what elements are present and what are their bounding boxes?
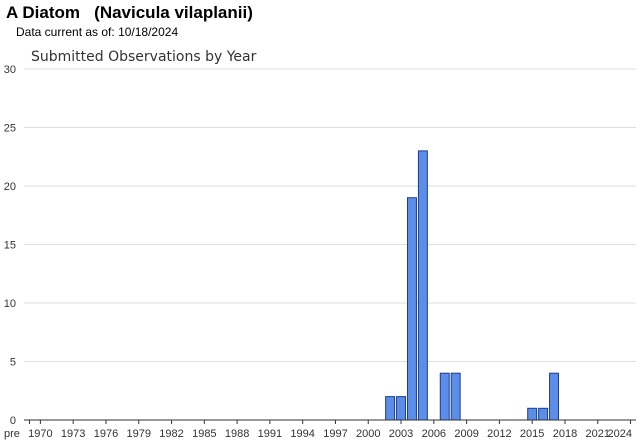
bar-2015 — [527, 407, 538, 421]
y-axis-ticks: 0 5 10 15 20 25 30 — [4, 64, 16, 427]
x-tick-label: 2015 — [520, 428, 544, 440]
data-current-date: 10/18/2024 — [118, 25, 179, 39]
y-tick-label: 25 — [4, 123, 16, 135]
x-tick-label: 1994 — [290, 428, 314, 440]
x-tick-label: 1988 — [225, 428, 249, 440]
bar-2003 — [396, 396, 407, 421]
x-tick-label: 2018 — [553, 428, 577, 440]
x-tick-label: 2006 — [422, 428, 446, 440]
x-tick-label: 1979 — [127, 428, 151, 440]
x-tick-label: 2003 — [389, 428, 413, 440]
bar-2017 — [549, 372, 560, 421]
x-tick-label: pre — [4, 428, 20, 440]
x-tick-label: 1991 — [258, 428, 282, 440]
bar-2002 — [385, 396, 396, 421]
bar-2016 — [538, 407, 549, 421]
x-tick-label: 2024 — [608, 428, 632, 440]
bars — [385, 150, 560, 421]
y-tick-label: 5 — [10, 357, 16, 369]
x-tick-label: 2009 — [454, 428, 478, 440]
x-tick-label: 1976 — [94, 428, 118, 440]
x-tick-label: 1970 — [28, 428, 52, 440]
y-tick-label: 30 — [4, 64, 16, 76]
x-tick-label: 1973 — [61, 428, 85, 440]
grid-lines — [24, 68, 636, 362]
bar-2007 — [439, 372, 450, 421]
x-tick-label: 1985 — [192, 428, 216, 440]
chart-title: Submitted Observations by Year — [31, 49, 257, 65]
x-axis-ticks: pre 1970 1973 1976 1979 1982 1985 1988 1991 1994 1… — [4, 420, 632, 440]
x-tick-label: 2012 — [487, 428, 511, 440]
bar-2004 — [406, 197, 417, 421]
bar-2008 — [450, 372, 461, 421]
data-current-label: Data current as of: — [16, 25, 115, 39]
y-tick-label: 15 — [4, 240, 16, 252]
data-current-line: Data current as of: 10/18/2024 — [16, 25, 178, 39]
x-tick-label: 2000 — [356, 428, 380, 440]
page-title: A Diatom (Navicula vilaplanii) — [6, 3, 253, 22]
y-tick-label: 20 — [4, 181, 16, 193]
bar-2005 — [417, 150, 428, 421]
y-tick-label: 10 — [4, 298, 16, 310]
x-tick-label: 2021 — [586, 428, 610, 440]
x-tick-label: 1997 — [323, 428, 347, 440]
x-tick-label: 1982 — [159, 428, 183, 440]
y-tick-label: 0 — [10, 415, 16, 427]
